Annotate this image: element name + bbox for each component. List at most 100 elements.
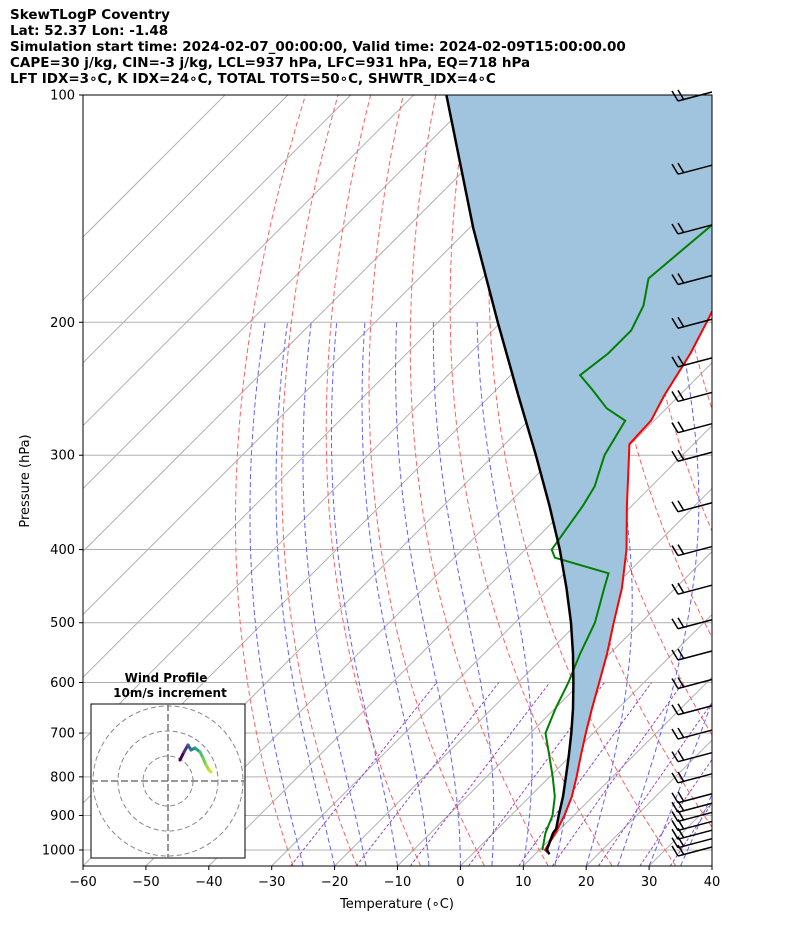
isotherm-line <box>145 299 712 866</box>
isotherm-line <box>397 550 712 866</box>
moist-adiabat <box>395 322 461 866</box>
cape-shading <box>446 95 712 850</box>
wind-barb <box>671 449 713 462</box>
x-tick-label: −60 <box>69 875 96 890</box>
y-axis-label: Pressure (hPa) <box>18 434 33 527</box>
dry-adiabat <box>409 95 549 866</box>
wind-barb <box>671 703 713 716</box>
axes: −60 −50 −40 −30 −20 −10 0 10 20 30 40 1000 900 800 700… <box>42 89 720 891</box>
isotherm-line <box>83 95 289 301</box>
chart-title-block: SkewTLogP Coventry Lat: 52.37 Lon: -1.48… <box>10 7 626 87</box>
wind-barb <box>671 648 713 661</box>
wind-barb <box>671 791 713 804</box>
isotherm-line <box>271 424 712 866</box>
hodograph-title: Wind Profile <box>125 671 208 685</box>
title-cape-stats: CAPE=30 j/kg, CIN=-3 j/kg, LCL=937 hPa, … <box>10 55 531 71</box>
wind-barbs <box>671 89 713 857</box>
y-tick-label: 700 <box>50 727 75 742</box>
wind-barb <box>671 677 713 690</box>
isotherm-line <box>83 95 226 238</box>
x-tick-label: 40 <box>704 875 721 890</box>
moist-adiabat <box>361 322 430 866</box>
wind-barb <box>671 582 713 595</box>
y-tick-label: 900 <box>50 809 75 824</box>
mixing-ratio-line <box>597 701 712 866</box>
dry-adiabat <box>368 95 485 866</box>
wind-barb <box>671 222 713 235</box>
isotherm-line <box>460 613 712 866</box>
x-tick-label: −20 <box>321 875 348 890</box>
dewpoint-line <box>541 223 712 851</box>
moist-adiabat <box>648 699 712 866</box>
dry-adiabat <box>729 95 794 866</box>
moist-adiabat <box>476 322 533 866</box>
mixing-ratio-line <box>639 758 712 866</box>
mixing-ratio-line <box>409 682 551 866</box>
moist-adiabat <box>711 864 712 866</box>
isotherm-line <box>522 676 712 866</box>
y-tick-label: 200 <box>50 316 75 331</box>
dry-adiabat <box>488 95 677 866</box>
wind-barb <box>671 544 713 557</box>
y-tick-label: 600 <box>50 676 75 691</box>
moist-adiabat <box>330 322 398 866</box>
isotherm-line <box>83 95 540 553</box>
dry-adiabat <box>281 95 358 866</box>
x-tick-label: −40 <box>195 875 222 890</box>
y-tick-label: 500 <box>50 616 75 631</box>
dry-adiabat <box>235 95 306 866</box>
x-tick-label: −10 <box>384 875 411 890</box>
x-tick-label: 0 <box>456 875 464 890</box>
y-tick-label: 1000 <box>42 844 75 859</box>
x-tick-label: 30 <box>641 875 658 890</box>
moist-adiabat <box>432 322 495 866</box>
wind-barb <box>671 771 713 784</box>
parcel-line <box>445 95 575 855</box>
isotherm-line <box>775 95 794 866</box>
isotherm-line <box>83 95 415 427</box>
wind-barb <box>671 617 713 630</box>
title-indices: LFT IDX=3∘C, K IDX=24∘C, TOTAL TOTS=50∘C… <box>10 71 496 87</box>
hodograph-trace <box>207 768 213 774</box>
mixing-ratio-line <box>518 682 653 866</box>
moist-adiabat <box>249 322 304 866</box>
wind-barb <box>671 355 713 368</box>
wind-barb <box>671 390 713 403</box>
y-tick-label: 400 <box>50 543 75 558</box>
title-times: Simulation start time: 2024-02-07_00:00:… <box>10 39 626 55</box>
profile-lines <box>445 95 712 855</box>
moist-adiabat <box>302 322 367 866</box>
isotherm-line <box>83 95 352 364</box>
mixing-ratio-line <box>669 802 712 866</box>
wind-barb <box>671 750 713 763</box>
dry-adiabat <box>762 95 794 866</box>
moist-adiabat <box>617 322 700 866</box>
title-latlon: Lat: 52.37 Lon: -1.48 <box>10 23 169 39</box>
y-tick-label: 300 <box>50 449 75 464</box>
temperature-line <box>543 309 712 855</box>
wind-barb <box>671 500 713 513</box>
moist-adiabat <box>275 322 336 866</box>
wind-barb <box>671 421 713 434</box>
x-tick-label: −50 <box>132 875 159 890</box>
hodograph-inset: Wind Profile 10m/s increment <box>90 671 246 859</box>
isotherm-line <box>334 487 712 866</box>
wind-barb <box>671 727 713 740</box>
hodograph-subtitle: 10m/s increment <box>113 686 227 700</box>
mixing-ratio-line <box>290 682 438 866</box>
y-tick-label: 100 <box>50 89 75 104</box>
wind-barb <box>671 273 713 286</box>
x-tick-label: 20 <box>578 875 595 890</box>
isotherm-line <box>711 865 712 866</box>
moist-adiabat <box>680 792 712 866</box>
dry-adiabat <box>449 95 613 866</box>
wind-barb <box>671 162 713 175</box>
isotherm-line <box>83 95 477 490</box>
dry-adiabat <box>663 95 712 411</box>
x-tick-label: −30 <box>258 875 285 890</box>
x-axis-label: Temperature (∘C) <box>339 897 454 912</box>
mixing-ratio-line <box>551 682 684 866</box>
moist-adiabat <box>585 322 633 866</box>
title-location: SkewTLogP Coventry <box>10 7 170 23</box>
